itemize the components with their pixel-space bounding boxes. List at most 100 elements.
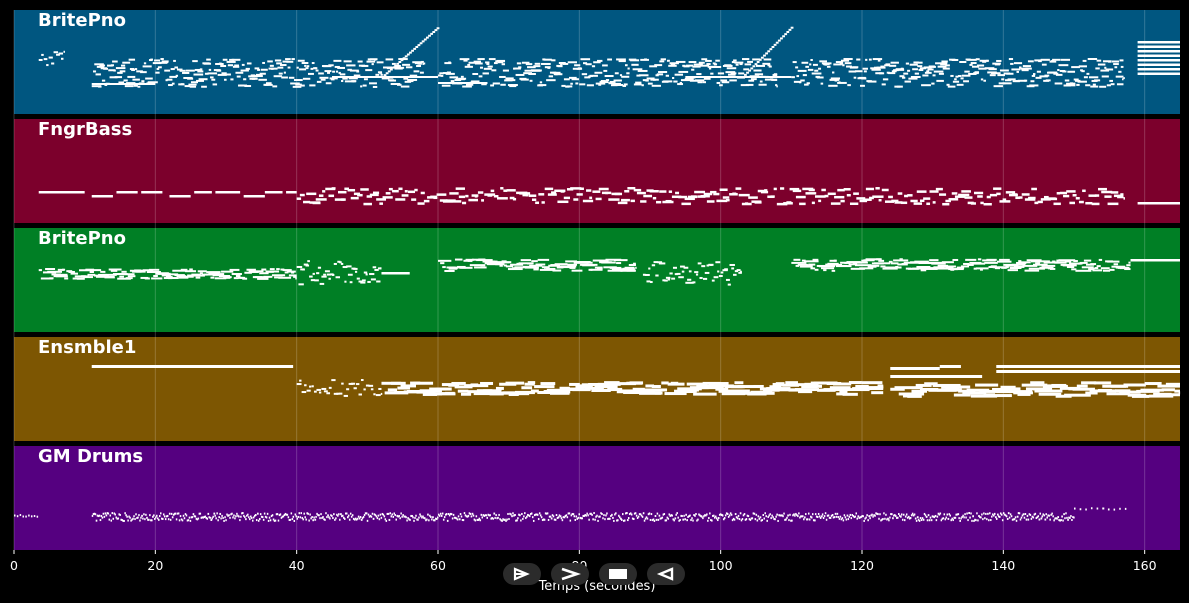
note	[790, 519, 792, 522]
note	[581, 383, 592, 387]
step-back-button[interactable]	[647, 563, 685, 585]
note	[943, 513, 946, 516]
note	[363, 271, 368, 274]
note	[1000, 385, 1016, 389]
note	[833, 259, 837, 262]
note	[1057, 516, 1060, 519]
note	[630, 199, 635, 203]
note	[314, 279, 319, 282]
note	[436, 193, 447, 196]
note	[576, 193, 583, 196]
note	[368, 515, 371, 518]
note	[962, 514, 964, 517]
note	[394, 64, 398, 67]
note	[299, 379, 302, 382]
note	[580, 58, 591, 61]
note	[300, 512, 302, 515]
note	[149, 514, 151, 517]
note	[703, 77, 711, 80]
note	[1025, 518, 1028, 521]
note	[380, 392, 383, 395]
note	[467, 514, 470, 517]
note	[621, 75, 630, 78]
note	[690, 519, 692, 522]
stop-button[interactable]	[599, 563, 637, 585]
note	[862, 198, 872, 201]
note	[958, 517, 960, 520]
note	[120, 518, 122, 521]
note	[309, 513, 311, 516]
note	[433, 196, 438, 200]
note	[668, 190, 673, 193]
note	[808, 512, 810, 515]
note	[907, 69, 911, 72]
note	[228, 514, 230, 517]
note	[674, 517, 677, 520]
note	[373, 513, 376, 516]
note	[505, 77, 514, 80]
note	[668, 64, 677, 67]
note	[889, 64, 897, 67]
note	[1007, 512, 1010, 515]
note	[320, 513, 322, 516]
note	[1107, 260, 1120, 263]
note	[1043, 514, 1045, 517]
note	[321, 517, 323, 520]
note	[891, 199, 899, 203]
note	[135, 513, 137, 516]
note	[97, 515, 100, 518]
note	[454, 258, 463, 261]
note	[366, 519, 369, 522]
note	[244, 85, 252, 88]
step-back-icon	[656, 567, 676, 581]
note	[1144, 382, 1162, 386]
note	[762, 514, 765, 517]
note	[869, 196, 874, 200]
note	[304, 516, 306, 519]
note	[982, 60, 987, 63]
note	[979, 59, 989, 62]
note	[915, 383, 932, 387]
note	[1026, 514, 1029, 517]
note	[733, 273, 737, 276]
note	[1015, 519, 1018, 522]
note	[728, 389, 750, 393]
note	[1098, 187, 1107, 191]
note	[1115, 75, 1124, 78]
note	[521, 61, 530, 64]
note	[816, 76, 824, 79]
note	[729, 263, 735, 266]
play-button[interactable]	[551, 563, 589, 585]
note	[520, 78, 529, 81]
note	[458, 518, 461, 521]
note	[389, 68, 393, 71]
note	[518, 391, 535, 395]
note	[1034, 201, 1039, 205]
note	[243, 78, 247, 81]
note	[880, 65, 885, 68]
note	[941, 60, 948, 63]
note	[1102, 507, 1105, 510]
note	[582, 514, 584, 517]
note	[710, 190, 717, 194]
note	[1043, 261, 1059, 264]
note	[589, 196, 593, 200]
note	[874, 514, 876, 517]
note	[1020, 516, 1023, 519]
note	[656, 512, 659, 515]
note	[328, 277, 331, 280]
note	[1053, 202, 1061, 206]
note	[522, 193, 528, 197]
note	[309, 385, 312, 388]
note	[772, 516, 774, 519]
note	[230, 78, 234, 81]
note	[500, 519, 502, 522]
note	[820, 82, 824, 85]
note	[296, 265, 303, 268]
note	[260, 515, 263, 518]
note	[1071, 66, 1080, 69]
note	[678, 70, 689, 73]
note	[1011, 68, 1021, 71]
step-forward-button[interactable]	[503, 563, 541, 585]
note	[773, 187, 777, 191]
